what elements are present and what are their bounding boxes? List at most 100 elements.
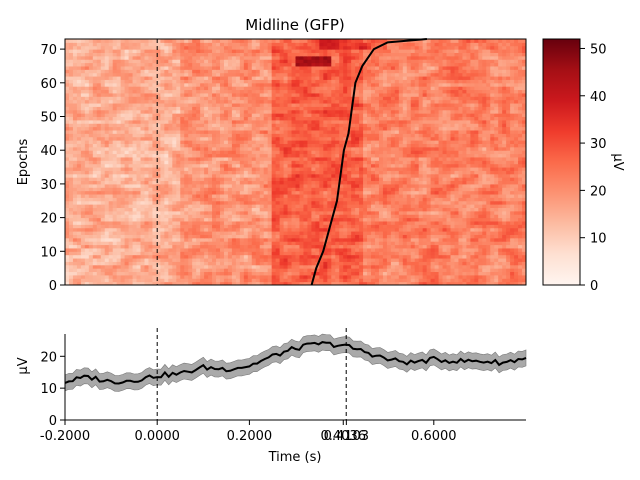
- heatmap-cell: [144, 281, 149, 285]
- heatmap-cell: [275, 153, 281, 158]
- heatmap-cell: [351, 194, 356, 198]
- heatmap-cell: [406, 177, 412, 182]
- heatmap-cell: [355, 251, 360, 256]
- heatmap-cell: [474, 224, 479, 229]
- heatmap-cell: [418, 251, 424, 256]
- heatmap-cell: [279, 271, 285, 276]
- heatmap-cell: [168, 217, 173, 222]
- heatmap-cell: [216, 207, 221, 212]
- heatmap-cell: [136, 268, 141, 273]
- heatmap-cell: [470, 244, 475, 249]
- heatmap-cell: [279, 278, 285, 283]
- heatmap-cell: [68, 194, 74, 198]
- heatmap-cell: [263, 180, 269, 185]
- heatmap-cell: [394, 274, 400, 279]
- heatmap-cell: [231, 177, 237, 182]
- heatmap-cell: [355, 183, 360, 188]
- heatmap-cell: [446, 254, 451, 259]
- heatmap-cell: [299, 254, 304, 259]
- heatmap-cell: [367, 254, 372, 259]
- heatmap-cell: [502, 177, 507, 182]
- heatmap-cell: [160, 143, 165, 148]
- heatmap-cell: [108, 177, 114, 182]
- heatmap-cell: [136, 183, 141, 188]
- heatmap-cell: [494, 268, 499, 273]
- heatmap-cell: [65, 167, 70, 171]
- heatmap-cell: [438, 146, 444, 151]
- heatmap-cell: [204, 224, 209, 229]
- heatmap-cell: [454, 251, 459, 256]
- heatmap-cell: [247, 167, 253, 171]
- heatmap-cell: [478, 160, 483, 165]
- heatmap-cell: [430, 197, 436, 202]
- heatmap-cell: [494, 241, 499, 246]
- heatmap-cell: [172, 274, 177, 279]
- heatmap-cell: [136, 143, 141, 148]
- heatmap-cell: [192, 210, 197, 215]
- heatmap-cell: [339, 231, 344, 235]
- heatmap-cell: [490, 153, 495, 158]
- heatmap-cell: [438, 261, 444, 266]
- heatmap-cell: [343, 224, 348, 229]
- heatmap-cell: [100, 183, 106, 188]
- heatmap-cell: [172, 234, 177, 239]
- heatmap-cell: [490, 244, 495, 249]
- heatmap-cell: [124, 187, 130, 192]
- heatmap-cell: [279, 163, 285, 168]
- heatmap-cell: [470, 177, 475, 182]
- heatmap-cell: [359, 258, 364, 262]
- heatmap-cell: [80, 220, 86, 225]
- heatmap-cell: [180, 200, 185, 205]
- heatmap-cell: [192, 140, 197, 144]
- heatmap-cell: [426, 194, 432, 198]
- heatmap-cell: [247, 207, 253, 212]
- heatmap-cell: [335, 220, 340, 225]
- heatmap-cell: [502, 190, 507, 195]
- heatmap-cell: [243, 160, 249, 165]
- heatmap-cell: [184, 146, 189, 151]
- heatmap-cell: [68, 167, 74, 171]
- heatmap-cell: [223, 241, 229, 246]
- heatmap-cell: [319, 227, 324, 232]
- heatmap-cell: [514, 234, 519, 239]
- heatmap-cell: [112, 170, 118, 175]
- heatmap-cell: [124, 194, 130, 198]
- heatmap-cell: [247, 200, 253, 205]
- heatmap-cell: [522, 281, 526, 285]
- heatmap-cell: [490, 167, 495, 171]
- heatmap-cell: [510, 194, 515, 198]
- heatmap-cell: [96, 177, 102, 182]
- heatmap-cell: [454, 153, 459, 158]
- heatmap-cell: [398, 268, 404, 273]
- heatmap-cell: [418, 268, 424, 273]
- heatmap-cell: [426, 197, 432, 202]
- heatmap-cell: [132, 264, 138, 269]
- heatmap-cell: [363, 177, 368, 182]
- heatmap-cell: [223, 170, 229, 175]
- heatmap-cell: [80, 247, 86, 252]
- heatmap-cell: [239, 150, 245, 155]
- heatmap-cell: [378, 268, 384, 273]
- heatmap-cell: [319, 140, 324, 144]
- heatmap-cell: [156, 281, 161, 285]
- heatmap-cell: [478, 207, 483, 212]
- heatmap-cell: [124, 231, 130, 235]
- heatmap-cell: [132, 183, 138, 188]
- heatmap-cell: [168, 258, 173, 262]
- heatmap-cell: [164, 200, 169, 205]
- heatmap-cell: [164, 251, 169, 256]
- heatmap-cell: [108, 214, 114, 219]
- heatmap-cell: [128, 278, 134, 283]
- heatmap-cell: [68, 244, 74, 249]
- heatmap-cell: [168, 194, 173, 198]
- heatmap-cell: [343, 167, 348, 171]
- heatmap-cell: [283, 150, 289, 155]
- heatmap-cell: [371, 244, 376, 249]
- heatmap-cell: [100, 180, 106, 185]
- heatmap-cell: [132, 224, 138, 229]
- heatmap-cell: [303, 261, 308, 266]
- heatmap-cell: [271, 153, 277, 158]
- heatmap-cell: [180, 197, 185, 202]
- heatmap-cell: [263, 143, 269, 148]
